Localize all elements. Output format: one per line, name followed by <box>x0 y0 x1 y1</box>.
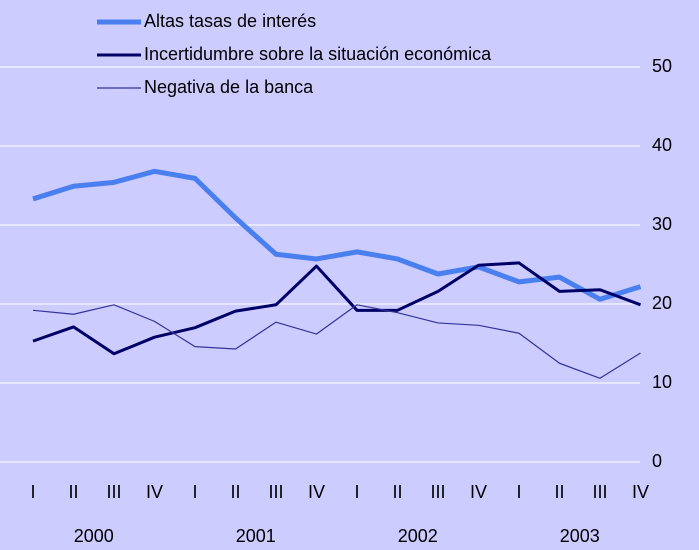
x-tick-label: IV <box>632 482 649 502</box>
legend-label: Altas tasas de interés <box>144 11 316 31</box>
x-tick-label: III <box>268 482 283 502</box>
year-label: 2002 <box>398 526 438 546</box>
series-line <box>32 168 642 302</box>
x-tick-label: I <box>516 482 521 502</box>
y-tick-label: 50 <box>652 56 672 76</box>
x-tick-label: I <box>354 482 359 502</box>
x-tick-label: III <box>592 482 607 502</box>
x-tick-label: IV <box>146 482 163 502</box>
x-tick-label: II <box>230 482 240 502</box>
x-tick-label: III <box>430 482 445 502</box>
series-line <box>32 261 642 356</box>
x-tick-label: II <box>392 482 402 502</box>
year-label: 2000 <box>74 526 114 546</box>
x-tick-label: III <box>106 482 121 502</box>
y-tick-label: 40 <box>652 135 672 155</box>
x-tick-label: IV <box>308 482 325 502</box>
legend-label: Incertidumbre sobre la situación económi… <box>144 44 492 64</box>
x-tick-label: II <box>68 482 78 502</box>
year-label: 2001 <box>236 526 276 546</box>
x-tick-label: II <box>554 482 564 502</box>
y-tick-label: 0 <box>652 451 662 471</box>
y-tick-label: 10 <box>652 372 672 392</box>
y-tick-label: 20 <box>652 293 672 313</box>
x-tick-label: I <box>192 482 197 502</box>
series-line <box>32 304 641 379</box>
year-label: 2003 <box>560 526 600 546</box>
x-tick-label: I <box>30 482 35 502</box>
x-tick-label: IV <box>470 482 487 502</box>
y-tick-label: 30 <box>652 214 672 234</box>
legend-label: Negativa de la banca <box>144 77 314 97</box>
